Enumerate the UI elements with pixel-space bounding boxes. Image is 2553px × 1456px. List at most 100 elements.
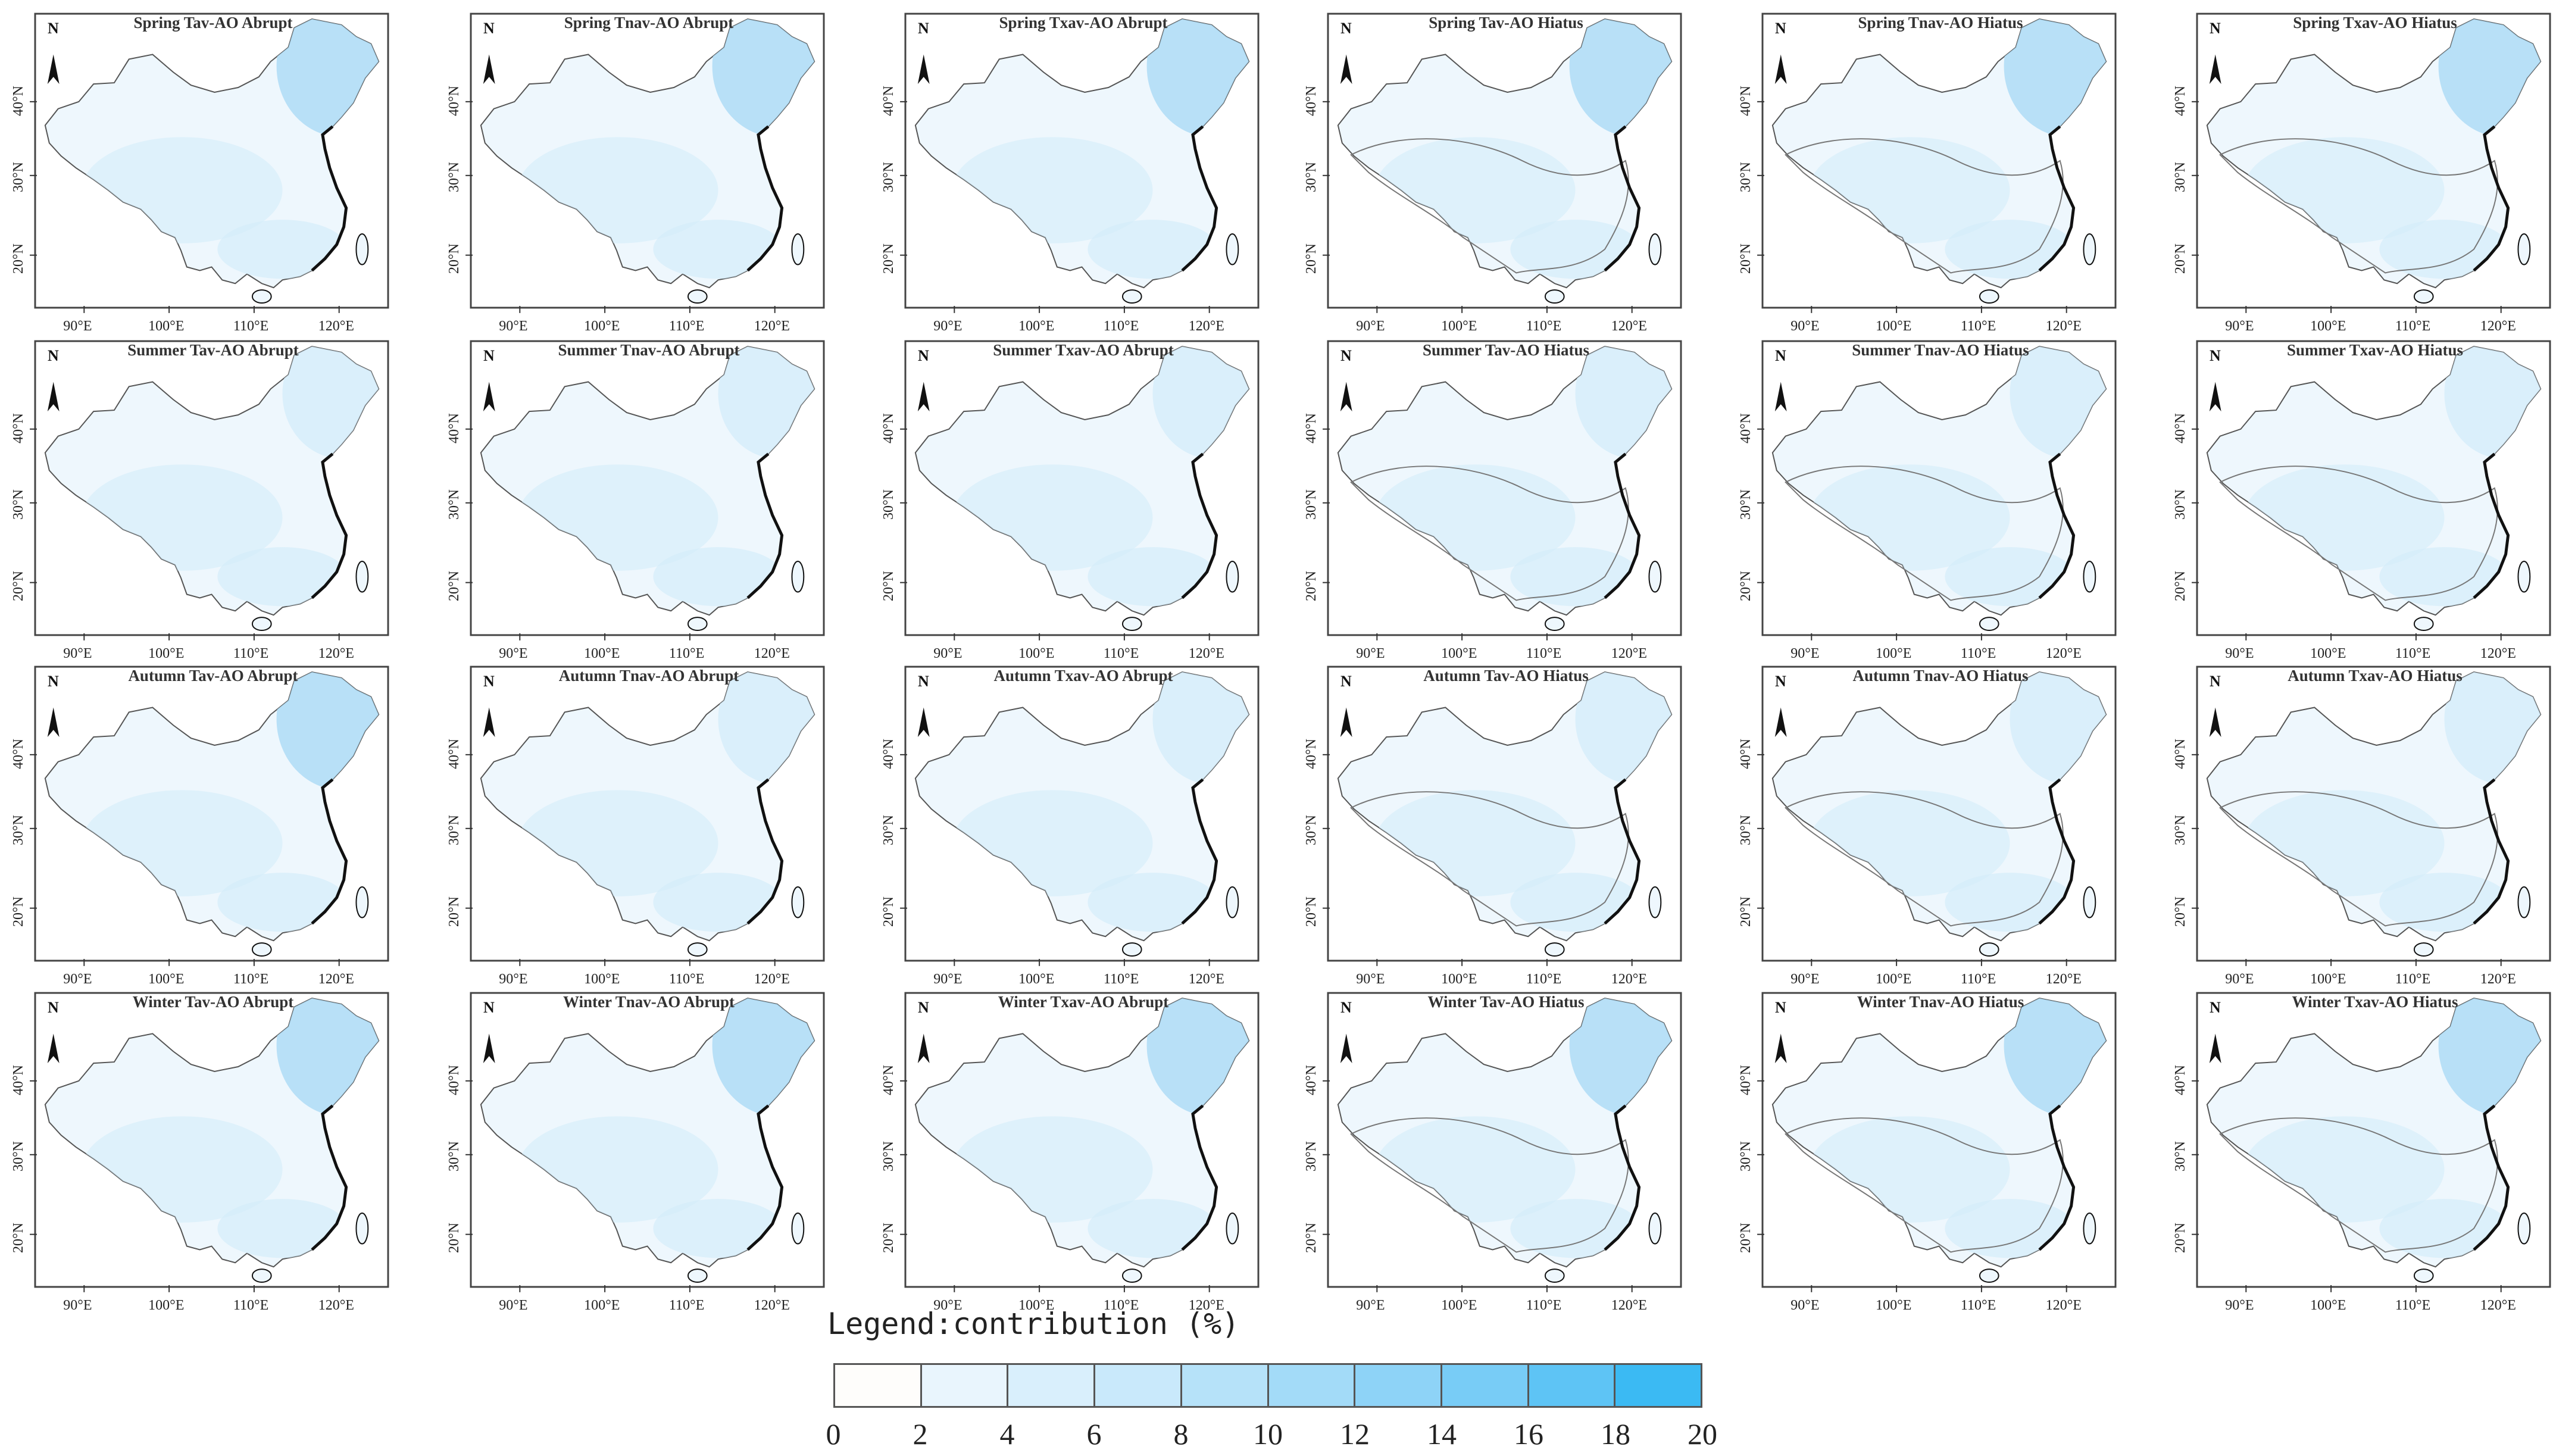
longitude-label: 100°E (1018, 318, 1055, 334)
hainan-island (1121, 942, 1142, 957)
longitude-label: 90°E (63, 1298, 92, 1313)
longitude-label: 90°E (1790, 971, 1820, 987)
longitude-label: 110°E (1526, 971, 1562, 987)
latitude-label: 30°N (10, 1141, 26, 1171)
coastline (2038, 125, 2076, 272)
longitude-label: 90°E (933, 1298, 963, 1313)
hainan-island (251, 289, 272, 304)
latitude-label: 20°N (446, 1223, 462, 1254)
map-svg (30, 992, 389, 1292)
latitude-label: 40°N (1303, 86, 1319, 116)
north-label: N (918, 673, 929, 690)
hainan-island (251, 617, 272, 631)
latitude-label: 30°N (2172, 161, 2188, 192)
coastline (2038, 452, 2076, 599)
taiwan-island (2517, 886, 2531, 918)
legend-tick-label: 18 (1601, 1417, 1630, 1451)
latitude-label: 40°N (446, 413, 462, 443)
north-label: N (48, 673, 59, 690)
hainan-island (1979, 617, 1999, 631)
north-label: N (918, 20, 929, 37)
north-arrow-icon (47, 382, 60, 412)
significance-boundary (2218, 465, 2498, 601)
longitude-label: 100°E (1876, 971, 1912, 987)
hainan-island (2413, 289, 2434, 304)
significance-boundary (1349, 465, 1629, 601)
panel-title: Autumn Txav-AO Abrupt (993, 667, 1173, 685)
map-svg (2192, 992, 2551, 1292)
north-arrow-icon (483, 707, 495, 738)
panel-title: Autumn Txav-AO Hiatus (2288, 667, 2463, 685)
map-panel: N Spring Tav-AO Abrupt 90°E 100°E 110°E 120°E… (11, 9, 389, 336)
latitude-label: 40°N (10, 86, 26, 116)
taiwan-island (1226, 560, 1239, 593)
taiwan-island (1648, 1212, 1662, 1245)
legend-tick-label: 0 (826, 1417, 841, 1451)
latitude-label: 20°N (1738, 1223, 1754, 1254)
latitude-label: 40°N (2172, 413, 2188, 443)
longitude-label: 90°E (1356, 971, 1385, 987)
longitude-label: 90°E (63, 971, 92, 987)
map-panel: N Summer Tnav-AO Hiatus 90°E 100°E 110°E 120°… (1738, 336, 2117, 664)
map-panel: N Spring Tnav-AO Hiatus 90°E 100°E 110°E 120°… (1738, 9, 2117, 336)
longitude-label: 120°E (1611, 318, 1647, 334)
north-label: N (1775, 20, 1786, 37)
panel-title: Autumn Tav-AO Hiatus (1423, 667, 1589, 685)
taiwan-island (355, 1212, 369, 1245)
latitude-label: 40°N (10, 413, 26, 443)
hainan-island (2413, 942, 2434, 957)
map-svg (1323, 13, 1682, 313)
map-panel: N Spring Tnav-AO Abrupt 90°E 100°E 110°E 120°… (446, 9, 825, 336)
longitude-label: 90°E (933, 646, 963, 661)
significance-boundary (2218, 791, 2498, 927)
latitude-label: 30°N (1303, 489, 1319, 520)
longitude-label: 90°E (499, 318, 528, 334)
panel-title: Autumn Tnav-AO Abrupt (558, 667, 739, 685)
panel-title: Winter Txav-AO Abrupt (998, 993, 1169, 1011)
taiwan-island (1226, 233, 1239, 265)
coastline (1604, 125, 1641, 272)
north-arrow-icon (1774, 707, 1787, 738)
longitude-label: 100°E (2310, 971, 2346, 987)
longitude-label: 100°E (1876, 318, 1912, 334)
north-arrow-icon (1340, 707, 1352, 738)
north-arrow-icon (2209, 707, 2221, 738)
latitude-label: 30°N (1738, 814, 1754, 845)
longitude-label: 100°E (1441, 1298, 1477, 1313)
north-label: N (918, 999, 929, 1016)
map-panel: N Winter Txav-AO Hiatus 90°E 100°E 110°E 120°… (2173, 988, 2551, 1316)
legend-tick-label: 8 (1173, 1417, 1189, 1451)
north-label: N (1775, 673, 1786, 690)
map-svg (465, 13, 825, 313)
north-arrow-icon (1340, 54, 1352, 85)
coastline (746, 778, 784, 925)
latitude-label: 40°N (2172, 739, 2188, 769)
longitude-label: 120°E (2045, 318, 2082, 334)
longitude-label: 120°E (1611, 646, 1647, 661)
latitude-label: 20°N (10, 243, 26, 274)
map-svg (30, 665, 389, 966)
taiwan-island (1226, 886, 1239, 918)
latitude-label: 40°N (1738, 1065, 1754, 1095)
taiwan-island (791, 233, 805, 265)
significance-boundary (1784, 138, 2064, 274)
north-arrow-icon (917, 54, 930, 85)
north-arrow-icon (2209, 382, 2221, 412)
north-arrow-icon (1340, 1033, 1352, 1064)
map-panel: N Spring Txav-AO Hiatus 90°E 100°E 110°E 120°… (2173, 9, 2551, 336)
map-panel: N Autumn Txav-AO Hiatus 90°E 100°E 110°E 120°… (2173, 662, 2551, 989)
latitude-label: 30°N (446, 1141, 462, 1171)
latitude-label: 20°N (446, 896, 462, 927)
panel-title: Summer Tnav-AO Abrupt (558, 341, 740, 359)
longitude-label: 110°E (2395, 1298, 2431, 1313)
longitude-label: 120°E (1611, 1298, 1647, 1313)
significance-boundary (2218, 1117, 2498, 1253)
map-panel: N Summer Txav-AO Abrupt 90°E 100°E 110°E 120°… (881, 336, 1260, 664)
hainan-island (2413, 617, 2434, 631)
map-svg (2192, 13, 2551, 313)
hainan-island (687, 617, 708, 631)
north-arrow-icon (47, 1033, 60, 1064)
panel-title: Spring Tav-AO Abrupt (133, 14, 293, 32)
panel-title: Winter Txav-AO Hiatus (2292, 993, 2458, 1011)
latitude-label: 40°N (880, 413, 896, 443)
